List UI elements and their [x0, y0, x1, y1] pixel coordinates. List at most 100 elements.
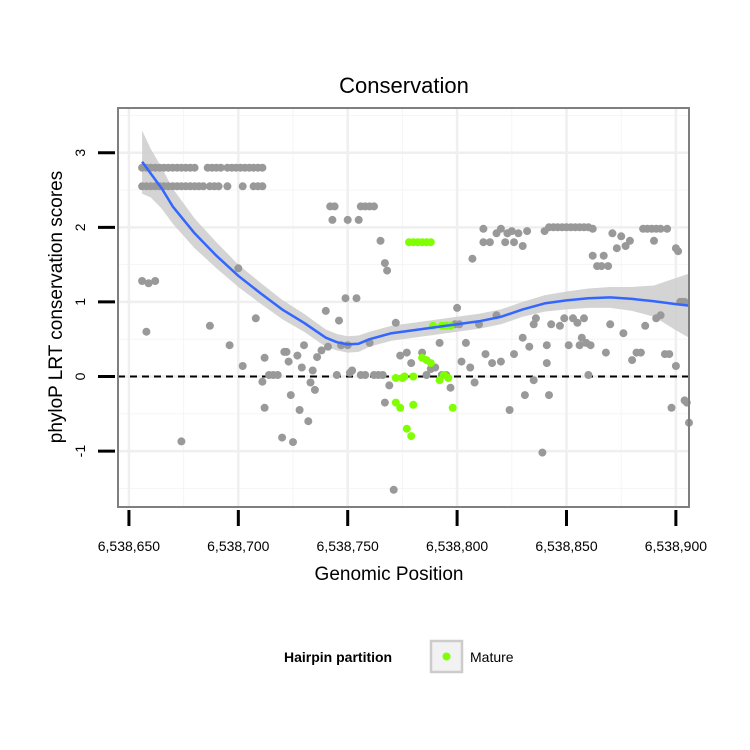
- point-other: [370, 202, 378, 211]
- point-mature: [407, 432, 416, 441]
- point-other: [479, 224, 488, 233]
- legend-title: Hairpin partition: [284, 649, 392, 665]
- point-other: [457, 357, 466, 366]
- point-other: [328, 215, 337, 224]
- point-other: [389, 485, 398, 494]
- point-other: [177, 437, 186, 446]
- x-tick-label: 6,538,750: [317, 538, 379, 554]
- point-other: [330, 202, 339, 211]
- point-other: [260, 403, 269, 412]
- point-other: [580, 314, 588, 323]
- point-other: [505, 406, 514, 414]
- point-other: [510, 350, 518, 359]
- point-other: [446, 383, 455, 392]
- point-other: [317, 346, 326, 355]
- point-other: [205, 321, 214, 330]
- point-other: [361, 371, 370, 379]
- point-other: [142, 327, 151, 336]
- point-other: [199, 182, 208, 191]
- point-other: [306, 378, 315, 387]
- point-other: [223, 182, 232, 191]
- point-other: [144, 279, 153, 288]
- x-tick-label: 6,538,650: [98, 538, 160, 554]
- point-other: [214, 182, 223, 191]
- y-axis: 3 2 1 0 -1: [72, 149, 115, 458]
- point-other: [251, 314, 260, 323]
- legend: Hairpin partition Mature: [284, 639, 514, 674]
- point-other: [531, 314, 540, 323]
- point-other: [529, 320, 538, 329]
- point-other: [529, 376, 538, 385]
- point-other: [542, 341, 551, 350]
- point-other: [538, 448, 547, 457]
- point-other: [278, 433, 287, 442]
- y-tick-label: 1: [72, 298, 88, 306]
- legend-key-mature-point: [442, 652, 451, 661]
- point-other: [284, 357, 293, 366]
- point-other: [354, 215, 363, 224]
- legend-label-mature: Mature: [470, 649, 514, 665]
- point-other: [468, 254, 477, 263]
- point-other: [383, 266, 392, 275]
- point-other: [612, 244, 621, 253]
- x-tick-label: 6,538,900: [645, 538, 707, 554]
- x-tick-label: 6,538,850: [535, 538, 597, 554]
- point-other: [304, 417, 313, 426]
- point-other: [510, 238, 518, 247]
- point-other: [332, 371, 341, 379]
- point-mature: [391, 374, 400, 382]
- point-other: [514, 229, 523, 238]
- point-other: [617, 232, 626, 241]
- point-other: [385, 381, 394, 390]
- point-mature: [426, 359, 435, 368]
- point-other: [216, 163, 225, 172]
- point-other: [258, 182, 267, 191]
- y-tick-label: 2: [72, 223, 88, 231]
- point-other: [348, 366, 357, 375]
- point-mature: [435, 376, 444, 385]
- point-other: [378, 371, 387, 379]
- point-other: [597, 262, 606, 271]
- point-other: [138, 277, 147, 285]
- y-tick-label: -1: [72, 445, 88, 458]
- point-other: [542, 359, 551, 368]
- point-other: [343, 215, 352, 224]
- point-other: [273, 371, 282, 379]
- point-other: [628, 356, 637, 365]
- point-other: [588, 251, 597, 260]
- point-other: [667, 403, 676, 412]
- point-other: [650, 236, 658, 245]
- point-other: [300, 341, 308, 350]
- point-other: [341, 294, 350, 303]
- point-other: [238, 362, 247, 370]
- point-other: [586, 341, 595, 350]
- point-other: [310, 385, 319, 394]
- point-mature: [400, 372, 409, 381]
- point-other: [479, 238, 488, 247]
- point-other: [422, 371, 431, 379]
- point-other: [324, 342, 332, 351]
- point-other: [671, 362, 680, 370]
- smooth-trend-line: [141, 160, 690, 346]
- chart-title: Conservation: [339, 73, 469, 98]
- point-other: [573, 318, 582, 327]
- point-other: [238, 182, 247, 191]
- point-other: [496, 357, 505, 366]
- point-other: [625, 236, 634, 245]
- point-other: [402, 348, 411, 357]
- y-tick-label: 3: [72, 149, 88, 157]
- point-mature: [409, 400, 418, 409]
- point-other: [560, 314, 569, 323]
- x-tick-label: 6,538,800: [426, 538, 488, 554]
- point-other: [234, 264, 243, 273]
- point-other: [376, 236, 385, 245]
- point-other: [295, 406, 304, 414]
- point-other: [656, 311, 665, 320]
- confidence-band: [142, 130, 690, 353]
- point-other: [485, 238, 494, 247]
- smooth-line-layer: [141, 160, 690, 346]
- point-other: [518, 333, 527, 342]
- point-other: [407, 359, 416, 368]
- point-other: [663, 224, 672, 233]
- point-other: [313, 353, 322, 362]
